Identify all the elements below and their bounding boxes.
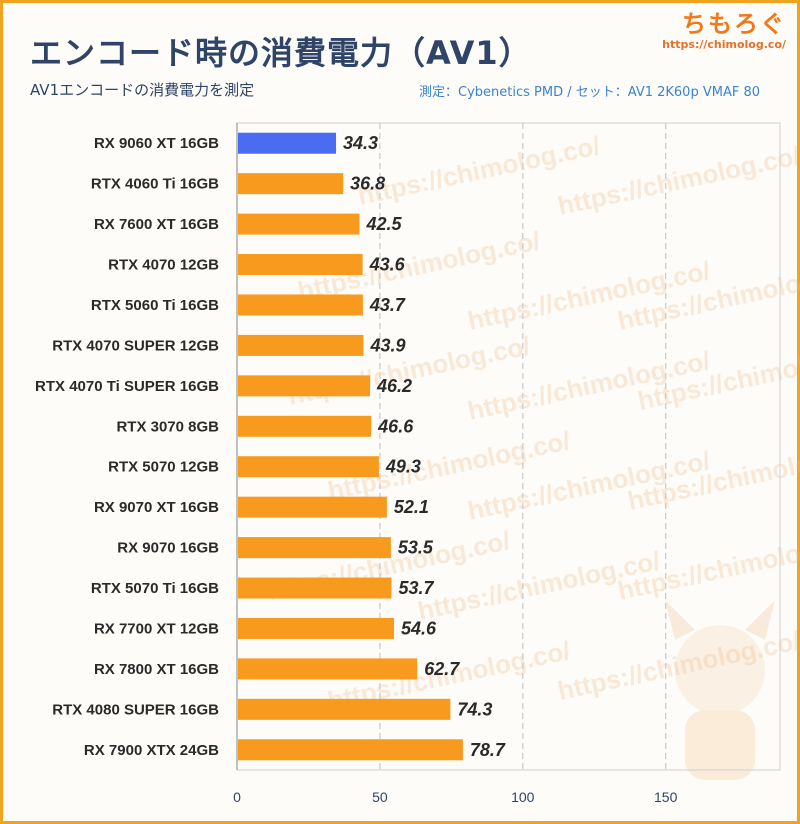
value-label: 46.2 <box>376 376 412 396</box>
watermark-text: https://chimolog.co/ <box>555 625 800 706</box>
category-label: RTX 5060 Ti 16GB <box>91 297 219 314</box>
bar <box>238 658 418 680</box>
bar <box>238 698 451 720</box>
x-tick-label: 0 <box>233 789 241 805</box>
category-label: RTX 4080 SUPER 16GB <box>52 701 219 718</box>
value-label: 53.7 <box>398 578 434 598</box>
category-label: RTX 4070 Ti SUPER 16GB <box>35 378 219 395</box>
value-label: 74.3 <box>457 699 492 719</box>
chart-subtitle: AV1エンコードの消費電力を測定 <box>30 81 255 99</box>
bar <box>238 132 337 154</box>
bar <box>238 577 392 599</box>
value-label: 46.6 <box>377 416 414 436</box>
bar <box>238 294 363 316</box>
grid-layer <box>236 122 781 771</box>
category-label: RTX 5070 12GB <box>108 459 219 476</box>
bar <box>238 415 372 437</box>
chart-title: エンコード時の消費電力（AV1） <box>30 34 532 72</box>
x-tick-label: 50 <box>372 789 388 805</box>
value-label: 54.6 <box>401 618 437 638</box>
category-label: RTX 5070 Ti 16GB <box>91 580 219 597</box>
bar <box>238 173 344 195</box>
value-label: 52.1 <box>394 497 429 517</box>
category-label: RX 7600 XT 16GB <box>94 216 219 233</box>
value-label: 43.7 <box>369 295 406 315</box>
site-logo[interactable]: ちもろぐ https://chimolog.co/ <box>662 10 786 52</box>
category-label: RX 7900 XTX 24GB <box>84 742 219 759</box>
category-label: RTX 4070 SUPER 12GB <box>52 337 219 354</box>
value-label: 34.3 <box>343 133 378 153</box>
logo-text: ちもろぐ <box>682 10 786 38</box>
logo-url: https://chimolog.co/ <box>662 38 786 51</box>
bar <box>238 739 463 761</box>
bar <box>238 617 395 639</box>
bar <box>238 254 363 276</box>
labels-layer: RX 9060 XT 16GB 34.3 RTX 4060 Ti 16GB 36.8 R… <box>35 133 506 760</box>
measurement-note: 測定：Cybenetics PMD / セット：AV1 2K60p VMAF 8… <box>419 85 760 100</box>
category-label: RX 9070 XT 16GB <box>94 499 219 516</box>
value-label: 78.7 <box>470 740 506 760</box>
bar <box>238 537 391 559</box>
x-tick-label: 100 <box>511 789 535 805</box>
x-tick-label: 150 <box>654 789 678 805</box>
category-label: RX 7700 XT 12GB <box>94 620 219 637</box>
value-label: 53.5 <box>398 538 434 558</box>
value-label: 62.7 <box>424 659 460 679</box>
category-label: RX 9070 16GB <box>117 540 219 557</box>
value-label: 36.8 <box>350 174 385 194</box>
x-axis-ticks: 0 50 100 150 <box>233 789 677 805</box>
category-label: RX 7800 XT 16GB <box>94 661 219 678</box>
value-label: 43.9 <box>369 335 405 355</box>
category-label: RTX 4060 Ti 16GB <box>91 176 219 193</box>
category-label: RTX 3070 8GB <box>116 418 219 435</box>
bar <box>238 496 387 518</box>
category-label: RX 9060 XT 16GB <box>94 135 219 152</box>
bar <box>238 334 364 356</box>
category-label: RTX 4070 12GB <box>108 257 219 274</box>
value-label: 49.3 <box>385 457 421 477</box>
value-label: 42.5 <box>365 214 402 234</box>
bar <box>238 375 371 397</box>
mascot-illustration <box>665 600 775 780</box>
bar <box>238 213 360 235</box>
bar <box>238 456 379 478</box>
bars-layer <box>238 132 463 761</box>
value-label: 43.6 <box>369 255 406 275</box>
